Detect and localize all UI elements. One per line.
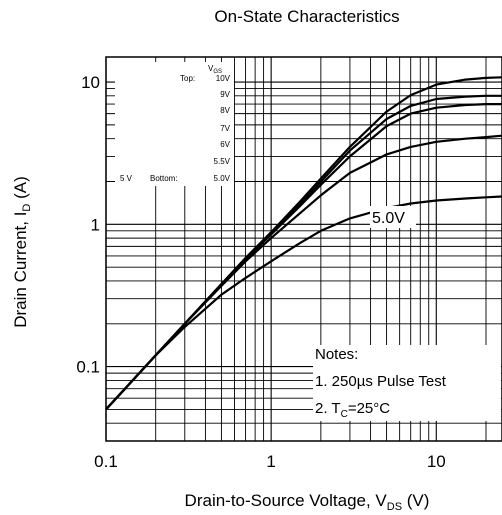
chart-title: On-State Characteristics — [214, 7, 399, 26]
legend-vgs-9v: 9V — [220, 90, 230, 99]
notes-title: Notes: — [315, 346, 358, 363]
notes-line-1: 1. 250µs Pulse Test — [315, 373, 447, 390]
curve-annotation: 5.0V — [370, 206, 416, 228]
notes-line-2: 2. TC=25°C — [315, 400, 390, 420]
curves — [105, 76, 502, 411]
legend-vgs-7v: 7V — [220, 124, 230, 133]
x-tick-label: 1 — [266, 452, 275, 471]
y-tick-label: 10 — [81, 73, 100, 92]
legend-vgs-5-0v: 5.0V — [214, 174, 231, 183]
legend-box: VGS Top: Bottom: 5 V 10V 9V 8V 7V 6V 5.5… — [115, 62, 234, 186]
y-tick-label: 0.1 — [76, 358, 100, 377]
curve-series-4 — [105, 195, 502, 411]
legend-bottom-label: Bottom: — [150, 174, 178, 183]
annotation-background — [370, 206, 416, 228]
notes-box: Notes: 1. 250µs Pulse Test 2. TC=25°C — [313, 345, 501, 421]
legend-vgs-5-5v: 5.5V — [214, 157, 231, 166]
legend-vgs-8v: 8V — [220, 106, 230, 115]
legend-vgs-6v: 6V — [220, 140, 230, 149]
plot-frame — [105, 56, 502, 442]
legend-vgs-10v: 10V — [216, 74, 231, 83]
legend-side-label: 5 V — [120, 174, 133, 183]
x-tick-labels: 0.1 1 10 — [94, 452, 446, 471]
x-tick-label: 0.1 — [94, 452, 118, 471]
annotation-5-0v: 5.0V — [372, 210, 405, 227]
notes-background — [313, 345, 501, 421]
legend-background — [115, 62, 234, 186]
y-axis-label: Drain Current, ID (A) — [11, 176, 33, 328]
y-tick-labels: 0.1 1 10 — [76, 73, 100, 377]
x-tick-label: 10 — [427, 452, 446, 471]
y-tick-label: 1 — [91, 215, 100, 234]
curve-series-3 — [105, 134, 502, 411]
x-axis-label: Drain-to-Source Voltage, VDS (V) — [185, 491, 430, 513]
legend-header: VGS — [208, 64, 222, 75]
legend-top-label: Top: — [180, 74, 195, 83]
